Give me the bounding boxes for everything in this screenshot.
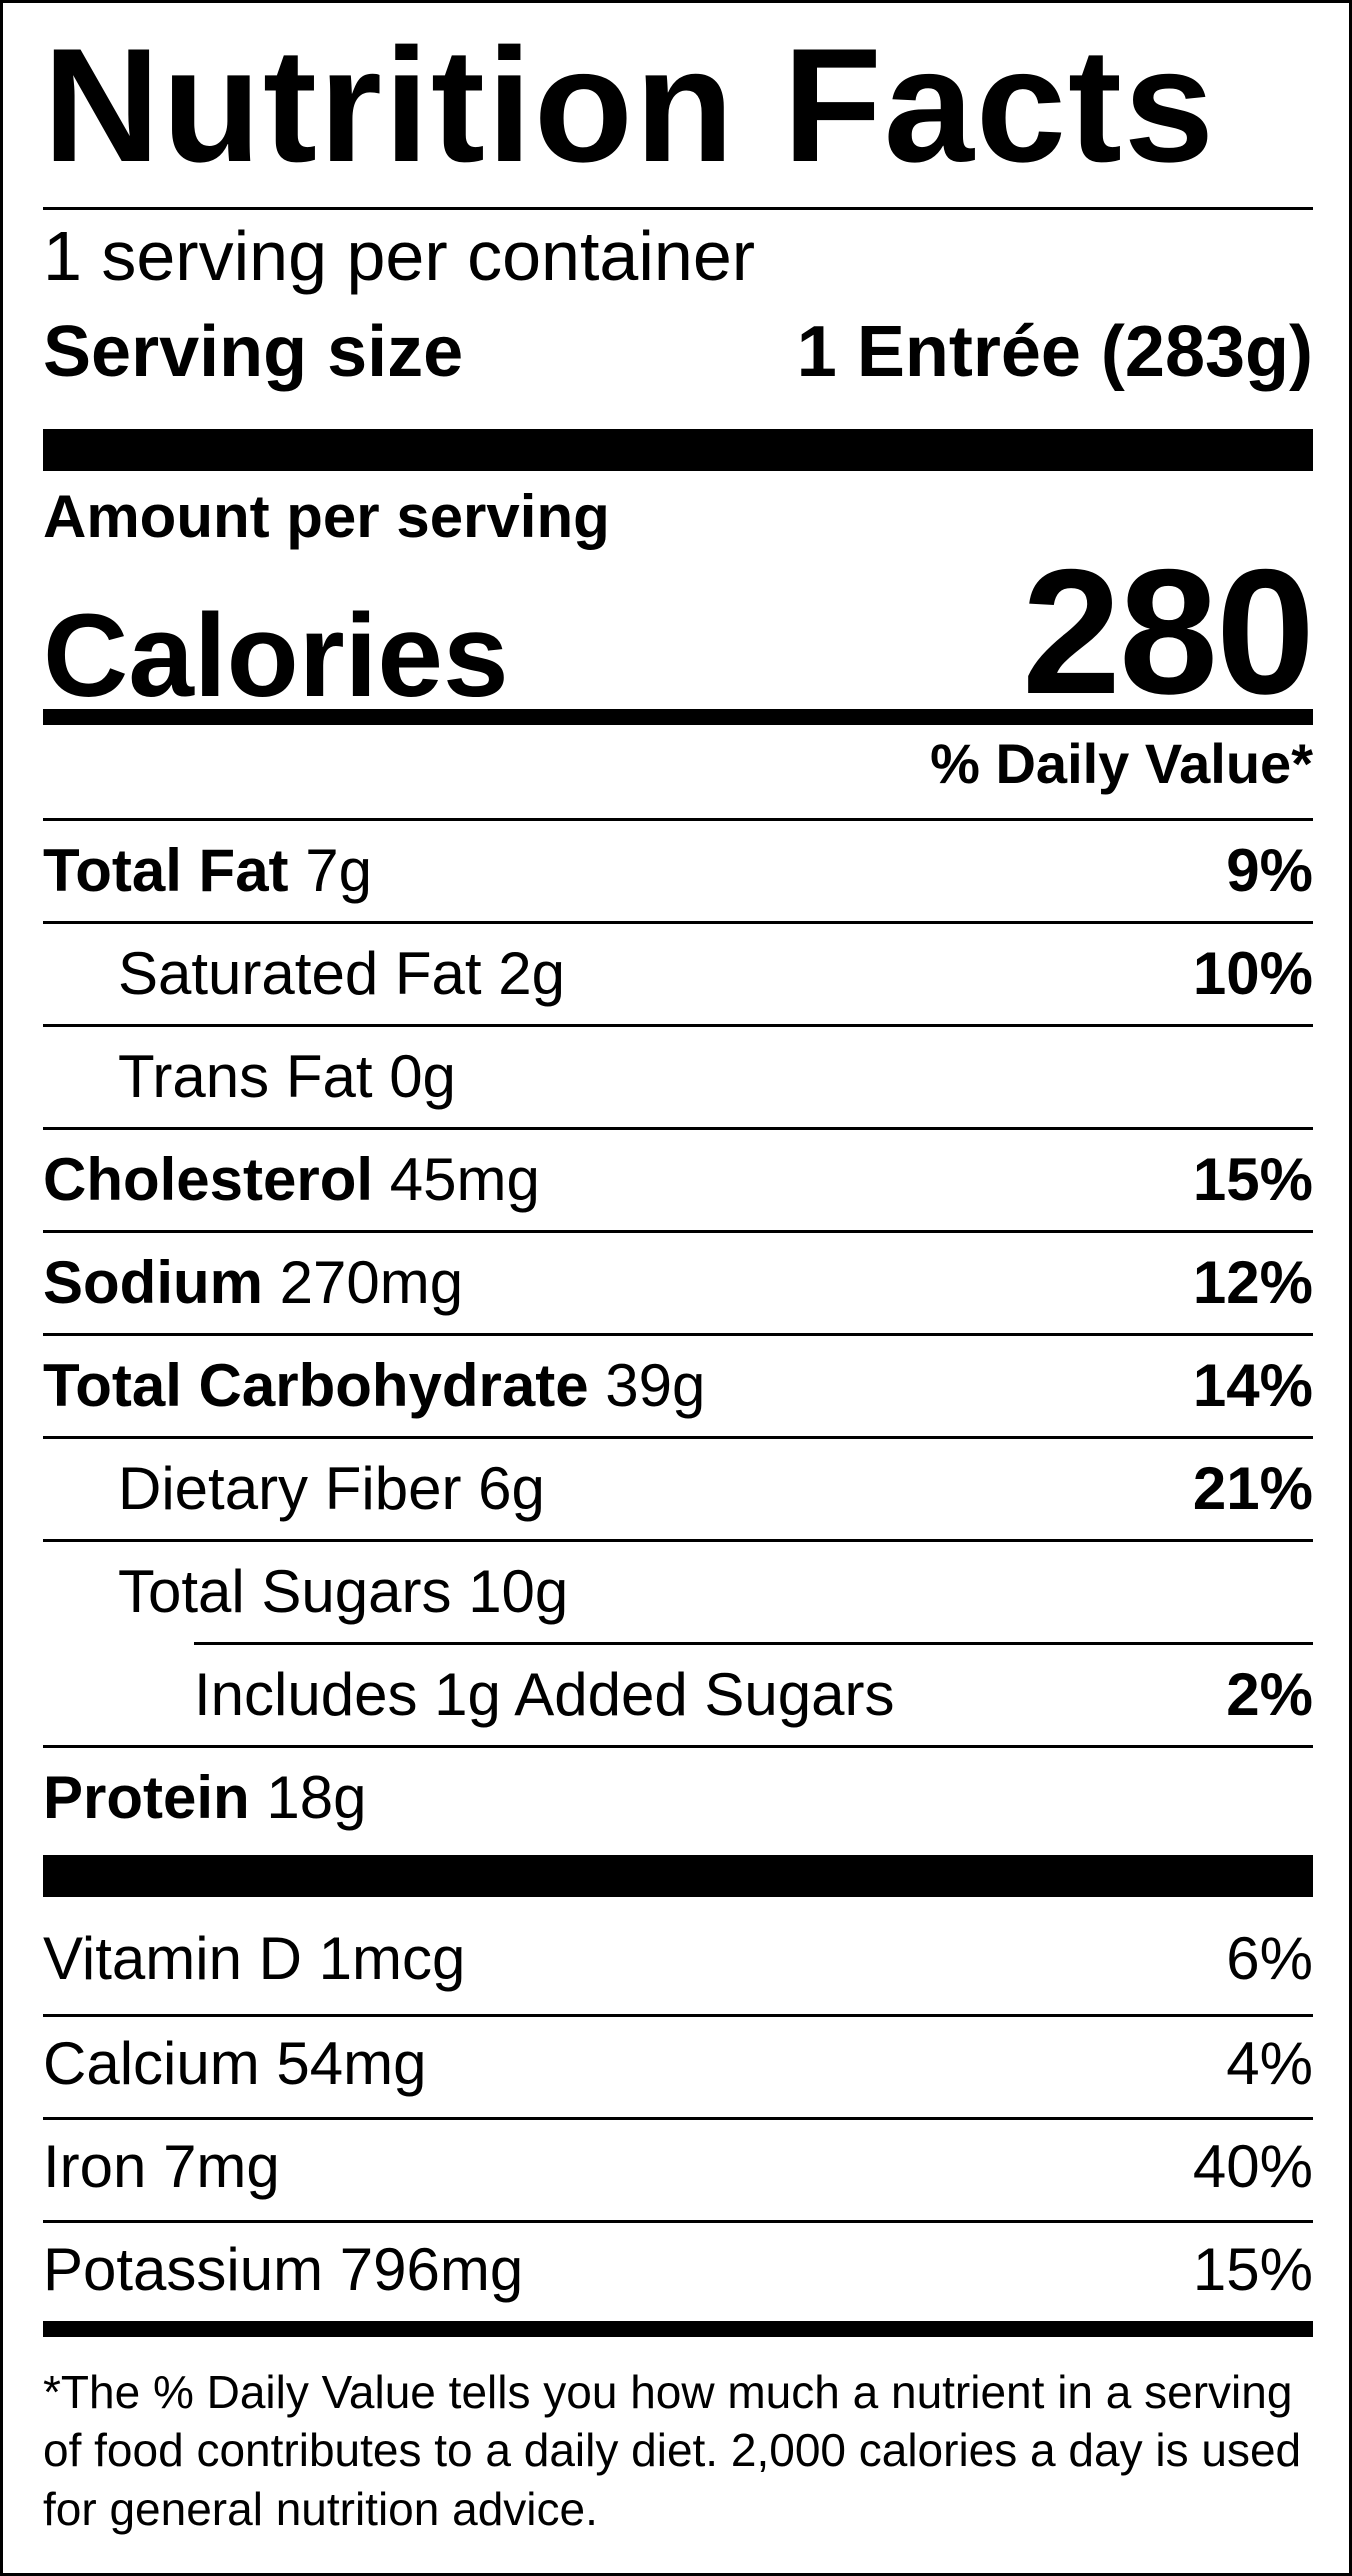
serving-size-row: Serving size 1 Entrée (283g) [43,316,1313,388]
daily-value-header: % Daily Value* [930,732,1313,795]
nutrient-amount: 10g [468,1558,569,1625]
label-title: Nutrition Facts [43,15,1217,196]
nutrient-dv: 12% [1192,1249,1313,1316]
nutrient-amount: 39g [605,1352,706,1419]
nutrient-row-protein: Protein 18g [43,1748,1313,1848]
nutrient-name: Dietary Fiber [118,1455,462,1522]
row-divider [43,921,1313,924]
nutrient-amount: 7g [305,837,372,904]
nutrient-row-sodium: Sodium 270mg 12% [43,1233,1313,1333]
nutrient-dv: 15% [1192,1146,1313,1213]
vitamin-row-iron: Iron 7mg 40% [43,2117,1313,2217]
nutrient-name: Trans Fat [118,1043,373,1110]
vitamin-row-potassium: Potassium 796mg 15% [43,2220,1313,2320]
vitamin-name: Potassium [43,2236,324,2303]
nutrient-amount: 18g [266,1764,367,1831]
vitamin-dv: 4% [1226,2030,1313,2097]
row-divider [43,2014,1313,2017]
nutrient-row-saturated-fat: Saturated Fat 2g 10% [118,924,1313,1024]
nutrient-name: Saturated Fat [118,940,482,1007]
nutrient-amount: 0g [389,1043,456,1110]
row-divider-indented [194,1642,1313,1645]
nutrient-name: Total Sugars [118,1558,452,1625]
row-divider [43,1230,1313,1233]
nutrient-row-total-carbohydrate: Total Carbohydrate 39g 14% [43,1336,1313,1436]
calories-label: Calories [43,590,509,722]
nutrient-dv: 9% [1226,837,1313,904]
nutrient-row-dietary-fiber: Dietary Fiber 6g 21% [118,1439,1313,1539]
vitamin-row-vitamin-d: Vitamin D 1mcg 6% [43,1909,1313,2009]
vitamin-name: Vitamin D [43,1925,302,1992]
vitamin-amount: 1mcg [318,1925,466,1992]
thick-divider-footnote [43,2321,1313,2337]
nutrient-dv: 14% [1192,1352,1313,1419]
vitamin-dv: 40% [1192,2133,1313,2200]
calories-row: Calories 280 [43,532,1315,731]
nutrient-dv: 21% [1192,1455,1313,1522]
row-divider [43,1745,1313,1748]
row-divider [43,2220,1313,2223]
row-divider [43,1539,1313,1542]
nutrient-row-added-sugars: Includes 1g Added Sugars 2% [194,1645,1313,1745]
vitamin-dv: 6% [1226,1925,1313,1992]
vitamin-dv: 15% [1192,2236,1313,2303]
row-divider [43,2117,1313,2120]
row-divider [43,1024,1313,1027]
nutrient-dv: 2% [1226,1661,1313,1728]
row-divider [43,1127,1313,1130]
vitamin-name: Calcium [43,2030,260,2097]
thick-divider-vitamins [43,1855,1313,1897]
servings-per-container: 1 serving per container [43,217,756,295]
nutrient-amount: 2g [498,940,565,1007]
thick-divider-top [43,429,1313,471]
row-divider [43,1436,1313,1439]
calories-value: 280 [1022,532,1315,731]
vitamin-amount: 54mg [276,2030,427,2097]
nutrient-name: Total Fat [43,837,289,904]
nutrient-row-total-sugars: Total Sugars 10g [118,1542,1313,1642]
footnote: *The % Daily Value tells you how much a … [43,2366,1302,2535]
nutrient-row-total-fat: Total Fat 7g 9% [43,821,1313,921]
nutrient-amount: 270mg [279,1249,464,1316]
vitamin-amount: 796mg [339,2236,524,2303]
thick-divider-calories [43,709,1313,725]
vitamin-row-calcium: Calcium 54mg 4% [43,2014,1313,2114]
vitamin-name: Iron [43,2133,147,2200]
amount-per-serving: Amount per serving [43,483,610,550]
vitamin-amount: 7mg [163,2133,280,2200]
nutrient-dv: 10% [1192,940,1313,1007]
nutrient-amount: 45mg [389,1146,540,1213]
serving-size-label: Serving size [43,312,464,392]
nutrient-amount: 6g [478,1455,545,1522]
nutrient-name: Cholesterol [43,1146,374,1213]
nutrient-name: Protein [43,1764,250,1831]
dv-divider [43,818,1313,821]
nutrient-row-trans-fat: Trans Fat 0g [118,1027,1313,1127]
nutrient-name: Sodium [43,1249,263,1316]
serving-size-value: 1 Entrée (283g) [796,312,1313,392]
nutrient-row-cholesterol: Cholesterol 45mg 15% [43,1130,1313,1230]
nutrient-name: Total Carbohydrate [43,1352,589,1419]
nutrient-name: Includes 1g Added Sugars [194,1661,895,1728]
label-content: Nutrition Facts 1 serving per container … [43,3,1315,2573]
row-divider [43,1333,1313,1336]
title-divider [43,207,1313,210]
